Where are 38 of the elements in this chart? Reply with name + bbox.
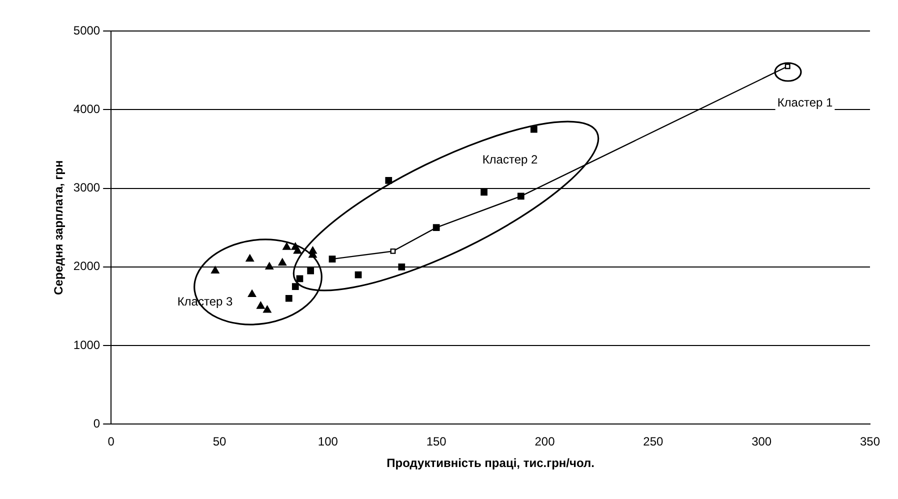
point bbox=[294, 246, 302, 254]
point bbox=[256, 302, 265, 309]
point bbox=[480, 188, 488, 196]
y-axis-title: Середня зарплата, грн bbox=[52, 160, 66, 295]
y-tick-label: 4000 bbox=[73, 102, 100, 116]
point bbox=[248, 290, 256, 298]
point bbox=[246, 254, 254, 262]
point bbox=[385, 176, 392, 184]
annotation: Кластер 1 bbox=[777, 95, 834, 110]
point bbox=[530, 126, 538, 133]
point bbox=[307, 267, 314, 274]
point bbox=[278, 258, 286, 266]
y-tick-label: 5000 bbox=[73, 23, 100, 38]
y-tick-label: 3000 bbox=[73, 180, 100, 195]
x-tick-label: 250 bbox=[643, 434, 664, 449]
x-tick-label: 50 bbox=[212, 434, 227, 449]
x-axis-title: Продуктивність праці, тис.грн/чол. bbox=[386, 456, 594, 470]
y-tick-label: 0 bbox=[93, 416, 100, 431]
point bbox=[296, 275, 304, 282]
point bbox=[784, 64, 790, 70]
x-tick-label: 200 bbox=[534, 434, 556, 449]
point bbox=[292, 283, 299, 290]
y-tick-label: 2000 bbox=[73, 259, 100, 274]
point bbox=[398, 263, 406, 270]
point bbox=[390, 248, 396, 254]
point bbox=[265, 262, 274, 270]
x-tick-label: 350 bbox=[860, 434, 880, 449]
point bbox=[285, 294, 292, 302]
annotation: Кластер 2 bbox=[482, 152, 538, 166]
x-tick-label: 0 bbox=[108, 434, 115, 449]
point bbox=[263, 306, 272, 313]
x-tick-label: 300 bbox=[752, 434, 772, 449]
point bbox=[211, 266, 220, 274]
point bbox=[282, 242, 291, 250]
x-tick-label: 150 bbox=[426, 434, 447, 449]
y-tick-label: 1000 bbox=[73, 338, 100, 352]
point bbox=[354, 271, 362, 278]
x-tick-label: 100 bbox=[318, 434, 338, 449]
